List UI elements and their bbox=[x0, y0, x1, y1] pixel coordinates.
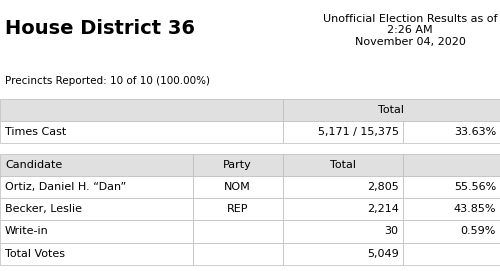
Bar bbox=[282, 243, 403, 265]
Bar bbox=[192, 220, 282, 243]
Bar bbox=[402, 243, 500, 265]
Bar bbox=[402, 220, 500, 243]
Text: 33.63%: 33.63% bbox=[454, 127, 496, 137]
Text: 5,171 / 15,375: 5,171 / 15,375 bbox=[318, 127, 398, 137]
Bar bbox=[402, 176, 500, 198]
Bar bbox=[192, 243, 282, 265]
Text: 30: 30 bbox=[384, 227, 398, 236]
Text: Unofficial Election Results as of
2:26 AM
November 04, 2020: Unofficial Election Results as of 2:26 A… bbox=[323, 14, 498, 47]
Text: REP: REP bbox=[227, 204, 248, 214]
Text: NOM: NOM bbox=[224, 182, 251, 192]
Bar bbox=[282, 220, 403, 243]
Bar bbox=[282, 176, 403, 198]
Bar bbox=[0, 121, 282, 143]
Text: 2,805: 2,805 bbox=[367, 182, 398, 192]
Bar bbox=[282, 121, 403, 143]
Bar bbox=[282, 198, 403, 220]
Text: House District 36: House District 36 bbox=[5, 19, 195, 38]
Bar bbox=[192, 176, 282, 198]
Text: Becker, Leslie: Becker, Leslie bbox=[5, 204, 82, 214]
Text: 5,049: 5,049 bbox=[367, 249, 398, 259]
Text: Write-in: Write-in bbox=[5, 227, 49, 236]
Bar bbox=[282, 99, 500, 121]
Text: Total Votes: Total Votes bbox=[5, 249, 65, 259]
Bar bbox=[282, 154, 403, 176]
Bar bbox=[0, 220, 192, 243]
Bar bbox=[0, 198, 192, 220]
Bar bbox=[0, 176, 192, 198]
Bar bbox=[0, 99, 282, 121]
Bar bbox=[0, 243, 192, 265]
Text: Total: Total bbox=[330, 160, 355, 170]
Bar bbox=[192, 198, 282, 220]
Text: Ortiz, Daniel H. “Dan”: Ortiz, Daniel H. “Dan” bbox=[5, 182, 126, 192]
Text: Times Cast: Times Cast bbox=[5, 127, 66, 137]
Text: Party: Party bbox=[223, 160, 252, 170]
Bar bbox=[192, 154, 282, 176]
Bar bbox=[402, 198, 500, 220]
Text: Candidate: Candidate bbox=[5, 160, 62, 170]
Bar bbox=[0, 154, 192, 176]
Text: 43.85%: 43.85% bbox=[454, 204, 496, 214]
Text: Precincts Reported: 10 of 10 (100.00%): Precincts Reported: 10 of 10 (100.00%) bbox=[5, 76, 210, 86]
Text: 0.59%: 0.59% bbox=[460, 227, 496, 236]
Text: 55.56%: 55.56% bbox=[454, 182, 496, 192]
Bar bbox=[402, 121, 500, 143]
Text: 2,214: 2,214 bbox=[366, 204, 398, 214]
Bar bbox=[402, 154, 500, 176]
Text: Total: Total bbox=[378, 105, 404, 115]
